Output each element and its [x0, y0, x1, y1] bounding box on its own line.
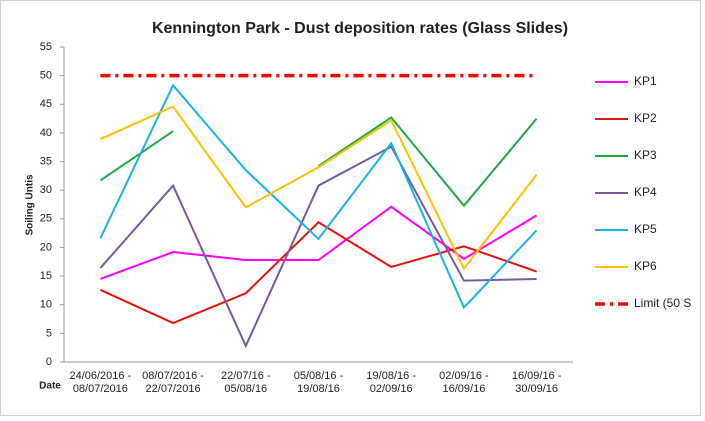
x-axis-label: Date: [39, 381, 61, 392]
series-line: [99, 105, 538, 271]
y-tick-label: 0: [46, 356, 52, 368]
x-tick-label: 02/09/16 - 16/09/16: [439, 370, 489, 395]
legend-label: Limit (50 S: [634, 296, 691, 310]
y-tick-label: 15: [40, 270, 52, 282]
x-tick-label: 19/08/16 - 02/09/16: [366, 370, 416, 395]
legend-label: KP6: [634, 259, 657, 273]
y-tick-label: 50: [40, 70, 52, 82]
series-line: [99, 145, 537, 349]
y-tick-label: 35: [40, 155, 52, 167]
legend-label: KP5: [634, 222, 657, 236]
y-tick-label: 55: [40, 41, 52, 53]
x-tick-label: 05/08/16 - 19/08/16: [293, 370, 344, 395]
legend-label: KP3: [634, 148, 657, 162]
y-tick-label: 25: [40, 213, 52, 225]
chart-title: Kennington Park - Dust deposition rates …: [152, 20, 568, 37]
x-tick-label: 24/06/2016 - 08/07/2016: [69, 370, 132, 395]
y-tick-label: 30: [40, 184, 52, 196]
y-tick-label: 40: [40, 127, 52, 139]
legend-label: KP1: [634, 74, 657, 88]
y-tick-label: 20: [40, 241, 52, 253]
x-tick-label: 22/07/16 - 05/08/16: [221, 370, 271, 395]
y-tick-label: 10: [40, 299, 52, 311]
y-tick-label: 5: [46, 327, 52, 339]
series-line: [99, 220, 537, 325]
legend-label: KP2: [634, 111, 657, 125]
legend-label: KP4: [634, 185, 657, 199]
y-axis-label: Soiling Untis: [25, 174, 36, 236]
y-tick-label: 45: [40, 98, 52, 110]
series-line: [100, 205, 538, 280]
series-line: [99, 116, 538, 208]
x-tick-label: 08/07/2016 - 22/07/2016: [142, 370, 204, 395]
x-tick-label: 16/09/16 - 30/09/16: [511, 370, 562, 395]
series-line: [99, 83, 538, 310]
